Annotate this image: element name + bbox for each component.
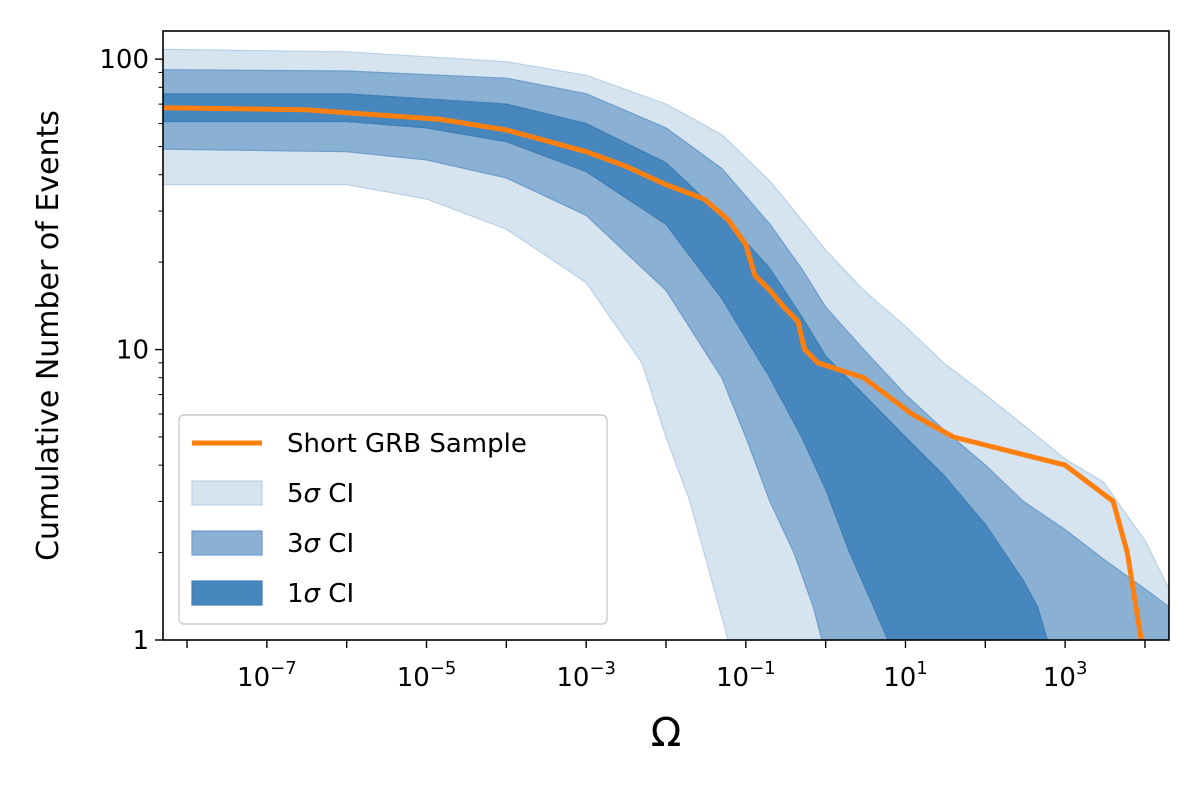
legend-ci1-handle xyxy=(191,580,263,606)
legend-ci1-label: 1σ CI xyxy=(287,579,354,609)
y-tick-label: 1 xyxy=(132,626,149,656)
legend-ci5-handle xyxy=(191,480,263,506)
legend-box xyxy=(178,414,608,625)
legend-ci3-handle xyxy=(191,530,263,556)
data-line-layer xyxy=(163,105,1144,640)
legend-ci3-label: 3σ CI xyxy=(287,529,354,559)
y-axis-label: Cumulative Number of Events xyxy=(31,110,66,561)
y-tick-label: 10 xyxy=(116,336,149,366)
y-tick-label: 100 xyxy=(99,45,149,75)
legend-ci5-label: 5σ CI xyxy=(287,479,354,509)
x-tick-label: 103 xyxy=(1043,658,1088,693)
legend: Short GRB Sample 5σ CI 3σ CI 1σ CI xyxy=(178,414,608,625)
legend-line-label: Short GRB Sample xyxy=(287,429,527,459)
x-tick-label: 10−5 xyxy=(397,658,457,693)
short-grb-sample-line xyxy=(163,105,1144,640)
x-axis-label: Ω xyxy=(651,710,682,756)
